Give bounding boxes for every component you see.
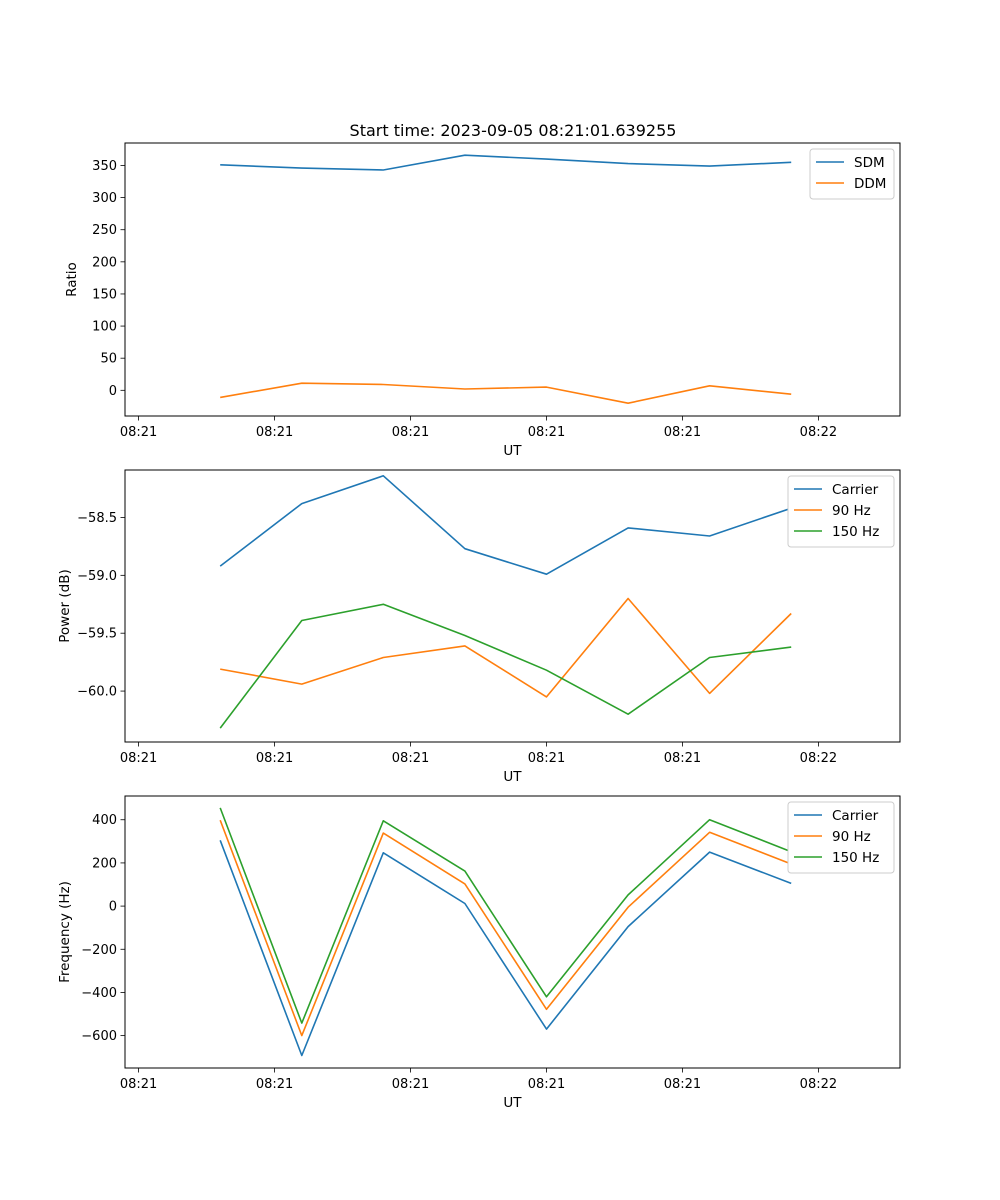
ratio-y-tick-label: 0 — [109, 384, 117, 399]
power-x-tick-label: 08:21 — [256, 751, 293, 766]
frequency-legend-label: 150 Hz — [832, 850, 879, 866]
frequency-x-tick-label: 08:22 — [800, 1077, 837, 1092]
frequency-y-tick-label: 200 — [92, 856, 117, 871]
frequency-series-150-hz-line — [219, 807, 792, 1024]
ratio-y-tick-label: 50 — [100, 352, 117, 367]
frequency-y-axis-label: Frequency (Hz) — [57, 881, 73, 983]
power-panel: 08:21 08:21 08:21 08:21 08:21 08:22 −60.0 −59.5… — [57, 469, 901, 785]
panels: 08:21 08:21 08:21 08:21 08:21 08:22 0 50 100 150 2… — [57, 142, 901, 1111]
frequency-x-tick-label: 08:21 — [664, 1077, 701, 1092]
frequency-x-tick-label: 08:21 — [528, 1077, 565, 1092]
power-y-axis-label: Power (dB) — [57, 569, 73, 642]
frequency-legend-label: 90 Hz — [832, 829, 871, 845]
ratio-y-tick-label: 250 — [92, 223, 117, 238]
ratio-x-tick-label: 08:21 — [664, 425, 701, 440]
ratio-series-ddm-line — [220, 382, 792, 405]
power-legend-label: 90 Hz — [832, 503, 871, 519]
frequency-y-tick-label: −200 — [81, 943, 117, 958]
ratio-y-tick-label: 150 — [92, 287, 117, 302]
frequency-panel: 08:21 08:21 08:21 08:21 08:21 08:22 −600 −400 −2… — [57, 795, 901, 1111]
power-y-tick-label: −59.0 — [77, 569, 117, 584]
power-x-tick-label: 08:21 — [120, 751, 157, 766]
frequency-x-tick-label: 08:21 — [120, 1077, 157, 1092]
ratio-y-tick-label: 300 — [92, 191, 117, 206]
ratio-y-tick-label: 200 — [92, 255, 117, 270]
ratio-series-sdm-line — [220, 154, 792, 171]
frequency-legend: Carrier 90 Hz 150 Hz — [787, 801, 895, 874]
ratio-legend-label: DDM — [854, 176, 886, 192]
power-legend: Carrier 90 Hz 150 Hz — [787, 475, 895, 548]
ratio-legend-label: SDM — [854, 155, 885, 171]
power-series-90-hz-line — [220, 597, 792, 698]
ratio-panel: 08:21 08:21 08:21 08:21 08:21 08:22 0 50 100 150 2… — [64, 142, 901, 459]
ratio-x-tick-label: 08:22 — [800, 425, 837, 440]
frequency-x-tick-label: 08:21 — [392, 1077, 429, 1092]
ratio-x-tick-label: 08:21 — [256, 425, 293, 440]
ratio-x-tick-label: 08:21 — [528, 425, 565, 440]
ratio-y-axis-label: Ratio — [64, 262, 80, 297]
power-legend-box — [787, 475, 895, 548]
frequency-x-tick-label: 08:21 — [256, 1077, 293, 1092]
ratio-x-tick-label: 08:21 — [392, 425, 429, 440]
frequency-axes-frame — [124, 795, 901, 1069]
power-axes-frame — [124, 469, 901, 743]
frequency-y-tick-label: 0 — [109, 900, 117, 915]
ratio-x-tick-label: 08:21 — [120, 425, 157, 440]
power-y-tick-label: −59.5 — [77, 627, 117, 642]
ratio-x-axis-label: UT — [503, 443, 522, 459]
frequency-series-carrier-line — [219, 840, 792, 1057]
figure-title: Start time: 2023-09-05 08:21:01.639255 — [350, 121, 677, 140]
power-y-tick-label: −58.5 — [77, 511, 117, 526]
power-x-tick-label: 08:21 — [528, 751, 565, 766]
power-x-axis-label: UT — [503, 769, 522, 785]
ratio-y-tick-label: 100 — [92, 320, 117, 335]
power-y-tick-label: −60.0 — [77, 685, 117, 700]
power-x-tick-label: 08:21 — [664, 751, 701, 766]
power-x-tick-label: 08:21 — [392, 751, 429, 766]
power-legend-label: Carrier — [832, 482, 879, 498]
frequency-series-90-hz-line — [219, 819, 792, 1037]
frequency-legend-label: Carrier — [832, 808, 879, 824]
ratio-legend: SDM DDM — [809, 148, 895, 200]
frequency-legend-box — [787, 801, 895, 874]
power-x-tick-label: 08:22 — [800, 751, 837, 766]
ratio-axes-frame — [124, 142, 901, 417]
power-series-150-hz-line — [219, 603, 792, 729]
ratio-y-tick-label: 350 — [92, 159, 117, 174]
power-series-carrier-line — [219, 474, 792, 576]
frequency-x-axis-label: UT — [503, 1095, 522, 1111]
power-legend-label: 150 Hz — [832, 524, 879, 540]
frequency-y-tick-label: −400 — [81, 986, 117, 1001]
frequency-y-tick-label: 400 — [92, 813, 117, 828]
frequency-y-tick-label: −600 — [81, 1029, 117, 1044]
